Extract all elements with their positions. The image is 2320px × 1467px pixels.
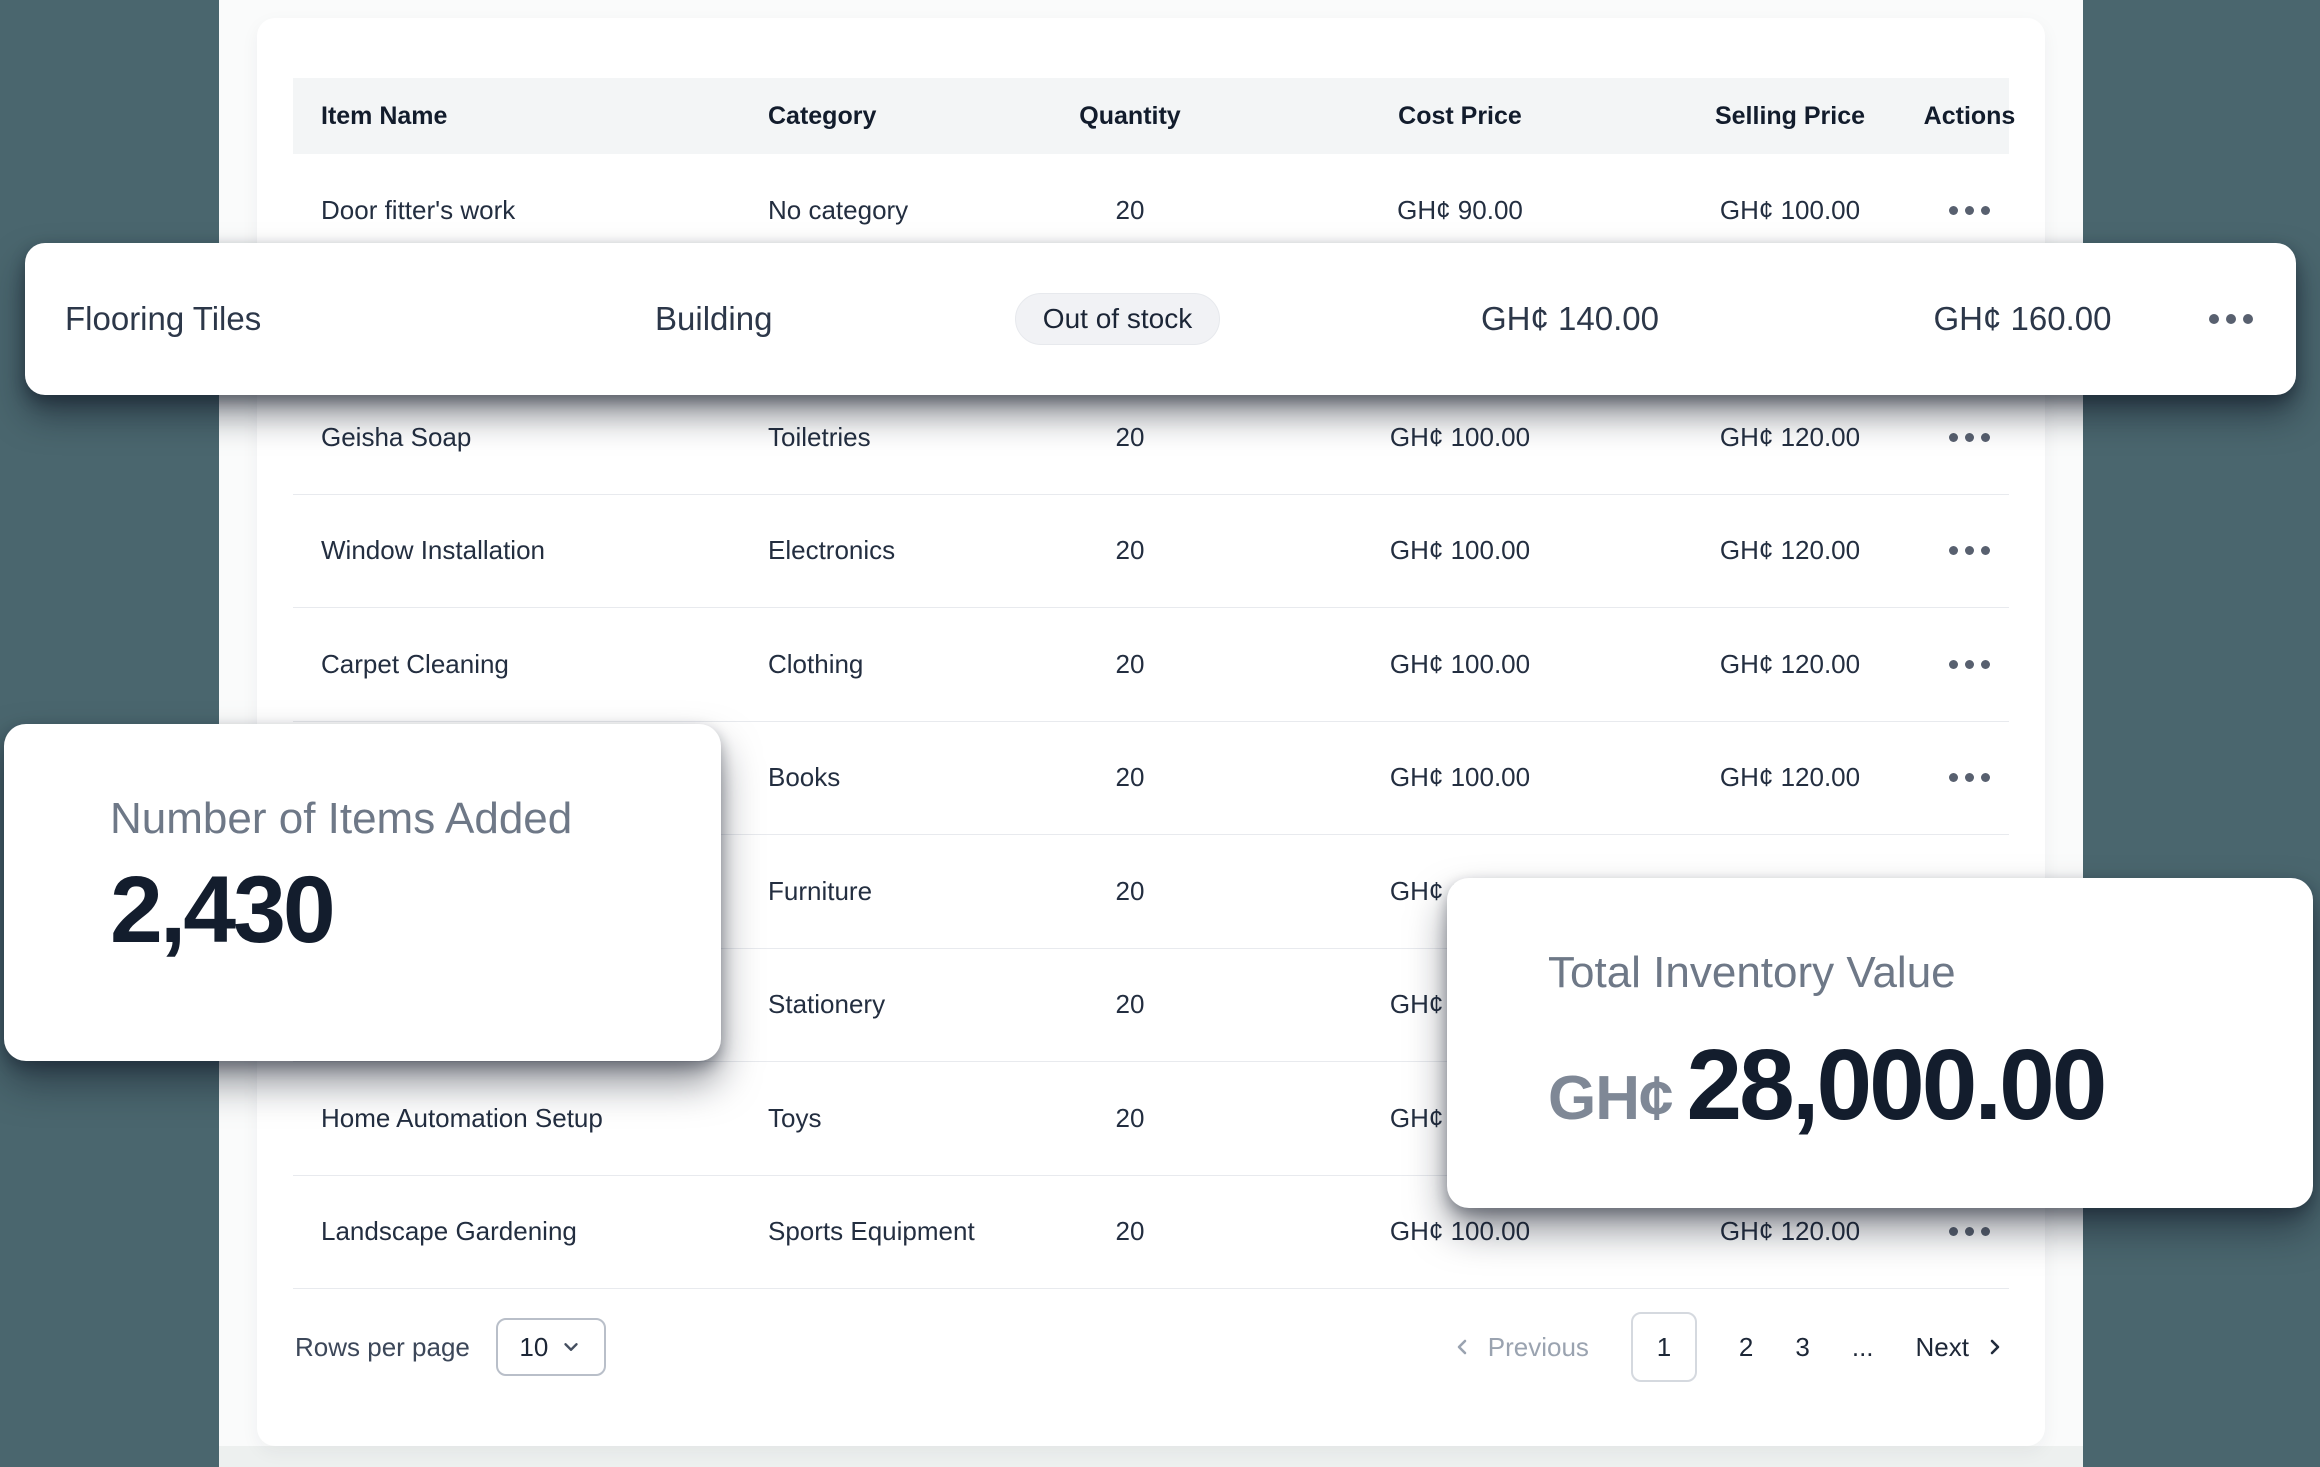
chevron-left-icon <box>1457 1339 1467 1355</box>
ellipsis-icon[interactable] <box>1946 1227 1994 1237</box>
cell-cost-price: GH¢ 100.00 <box>1389 535 1531 566</box>
column-header-item-name: Item Name <box>321 101 448 130</box>
ellipsis-icon[interactable] <box>1946 773 1994 783</box>
cell-cost-price: GH¢ 90.00 <box>1397 194 1523 225</box>
next-label: Next <box>1915 1331 1969 1362</box>
cell-quantity: 20 <box>1115 762 1145 793</box>
table-row[interactable]: Geisha Soap Toiletries 20 GH¢ 100.00 GH¢… <box>293 381 2009 495</box>
cell-category: Toiletries <box>768 421 871 452</box>
panel-bottom-strip <box>219 1446 2083 1467</box>
cell-item-name: Carpet Cleaning <box>321 648 509 679</box>
rows-per-page-select[interactable]: 10 <box>495 1318 606 1376</box>
dragged-selling-price: GH¢ 160.00 <box>1933 300 2112 337</box>
currency-prefix: GH¢ <box>1548 1064 1673 1133</box>
inventory-value-card: Total Inventory Value GH¢ 28,000.00 <box>1447 878 2313 1208</box>
table-row[interactable]: Books 20 GH¢ 100.00 GH¢ 120.00 <box>293 722 2009 835</box>
cell-selling-price: GH¢ 120.00 <box>1719 535 1861 566</box>
cell-selling-price: GH¢ 120.00 <box>1719 762 1861 793</box>
cell-quantity: 20 <box>1115 535 1145 566</box>
dragged-category: Building <box>655 300 773 337</box>
column-header-selling-price: Selling Price <box>1714 101 1866 130</box>
cell-cost-price: GH¢ 100.00 <box>1389 1216 1531 1247</box>
cell-item-name: Home Automation Setup <box>321 1102 603 1133</box>
cell-item-name: Landscape Gardening <box>321 1216 577 1247</box>
status-badge: Out of stock <box>1014 293 1221 345</box>
table-row[interactable]: Landscape Gardening Sports Equipment 20 … <box>293 1176 2009 1289</box>
cell-category: Clothing <box>768 648 864 679</box>
cell-cost-price: GH¢ 100.00 <box>1389 421 1531 452</box>
ellipsis-icon[interactable] <box>1946 659 1994 669</box>
previous-page-button[interactable]: Previous <box>1450 1332 1589 1363</box>
rows-per-page: Rows per page 10 <box>295 1318 606 1376</box>
cell-cost-price: GH¢ 100.00 <box>1389 762 1531 793</box>
cell-quantity: 20 <box>1115 989 1145 1020</box>
table-row[interactable]: Carpet Cleaning Clothing 20 GH¢ 100.00 G… <box>293 608 2009 722</box>
cell-cost-price: GH¢ 100.00 <box>1389 648 1531 679</box>
page-button-2[interactable]: 2 <box>1738 1331 1754 1362</box>
dragged-cost-price: GH¢ 140.00 <box>1481 300 1659 337</box>
cell-selling-price: GH¢ 100.00 <box>1719 194 1861 225</box>
cell-quantity: 20 <box>1115 421 1145 452</box>
ellipsis-icon[interactable] <box>2205 314 2256 324</box>
next-page-button[interactable]: Next <box>1916 1332 2007 1363</box>
ellipsis-icon[interactable] <box>1946 432 1994 442</box>
row-actions[interactable] <box>1930 432 2009 442</box>
dragged-item-name: Flooring Tiles <box>65 300 262 337</box>
cell-quantity: 20 <box>1115 875 1145 906</box>
cell-quantity: 20 <box>1115 194 1145 225</box>
row-actions[interactable] <box>1930 1227 2009 1237</box>
cell-selling-price: GH¢ 120.00 <box>1719 421 1861 452</box>
table-header-row: Item Name Category Quantity Cost Price S… <box>293 78 2016 154</box>
cell-category: Stationery <box>768 989 886 1020</box>
table-row[interactable]: Window Installation Electronics 20 GH¢ 1… <box>293 495 2009 608</box>
items-added-title: Number of Items Added <box>110 794 573 843</box>
rows-per-page-label: Rows per page <box>295 1331 470 1362</box>
cell-quantity: 20 <box>1115 1216 1145 1247</box>
items-added-card: Number of Items Added 2,430 <box>4 724 721 1061</box>
page-button-3[interactable]: 3 <box>1795 1331 1810 1362</box>
row-actions[interactable] <box>1930 546 2009 556</box>
pagination-bar: Rows per page 10 Previous 1 2 3 ... Next <box>293 1289 2009 1405</box>
cell-category: Sports Equipment <box>768 1216 975 1247</box>
column-header-cost-price: Cost Price <box>1398 101 1522 130</box>
cell-item-name: Window Installation <box>321 535 545 566</box>
cell-quantity: 20 <box>1115 648 1145 679</box>
rows-per-page-value: 10 <box>519 1331 549 1362</box>
ellipsis-icon[interactable] <box>1946 546 1994 556</box>
row-actions[interactable] <box>1930 773 2009 783</box>
cell-item-name: Geisha Soap <box>321 421 472 452</box>
row-actions[interactable] <box>1930 659 2009 669</box>
column-header-category: Category <box>768 101 877 130</box>
chevron-right-icon <box>1990 1339 2000 1355</box>
chevron-down-icon <box>564 1343 579 1351</box>
items-added-value: 2,430 <box>110 857 336 963</box>
pager: Previous 1 2 3 ... Next <box>1450 1312 2007 1382</box>
previous-label: Previous <box>1487 1331 1589 1362</box>
ellipsis-icon[interactable] <box>1946 205 1994 215</box>
column-header-quantity: Quantity <box>1079 101 1181 130</box>
page-ellipsis: ... <box>1851 1331 1874 1362</box>
cell-category: Electronics <box>768 535 896 566</box>
row-actions[interactable] <box>1930 205 2009 215</box>
dragged-row-actions[interactable] <box>2200 314 2261 324</box>
page-button-1[interactable]: 1 <box>1630 1312 1697 1382</box>
cell-selling-price: GH¢ 120.00 <box>1719 648 1861 679</box>
cell-category: Books <box>768 762 841 793</box>
inventory-value-amount: 28,000.00 <box>1686 1029 2107 1141</box>
cell-category: Furniture <box>768 875 873 906</box>
cell-category: Toys <box>768 1102 822 1133</box>
cell-item-name: Door fitter's work <box>321 194 516 225</box>
inventory-value-title: Total Inventory Value <box>1548 948 1956 997</box>
inventory-value-row: GH¢ 28,000.00 <box>1548 1028 2107 1143</box>
column-header-actions: Actions <box>1923 101 2016 130</box>
cell-category: No category <box>768 194 909 225</box>
cell-selling-price: GH¢ 120.00 <box>1719 1216 1861 1247</box>
dragged-row-flooring-tiles[interactable]: Flooring Tiles Building Out of stock GH¢… <box>25 243 2296 395</box>
cell-quantity: 20 <box>1115 1102 1145 1133</box>
inventory-table: Item Name Category Quantity Cost Price S… <box>257 18 2045 1405</box>
